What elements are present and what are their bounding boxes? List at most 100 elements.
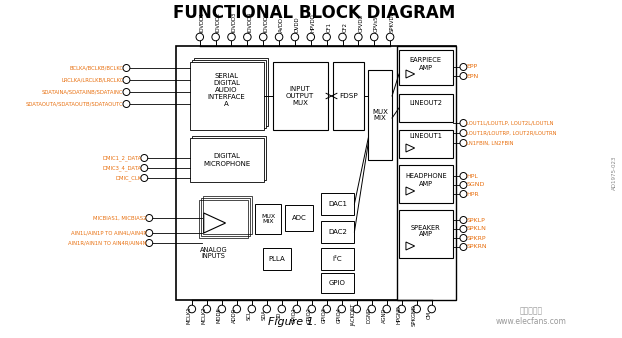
- Bar: [399, 50, 453, 85]
- Bar: [321, 221, 355, 243]
- Text: PLLA: PLLA: [269, 256, 285, 262]
- Bar: [321, 273, 355, 293]
- Text: ANALOG
INPUTS: ANALOG INPUTS: [200, 246, 228, 260]
- Circle shape: [291, 33, 299, 41]
- Text: FUNCTIONAL BLOCK DIAGRAM: FUNCTIONAL BLOCK DIAGRAM: [173, 4, 455, 22]
- Circle shape: [188, 305, 196, 313]
- Circle shape: [413, 305, 420, 313]
- Circle shape: [383, 305, 391, 313]
- Circle shape: [146, 230, 153, 237]
- Circle shape: [460, 129, 467, 137]
- Circle shape: [308, 305, 315, 313]
- Circle shape: [228, 33, 235, 41]
- Text: DMIC_CLK: DMIC_CLK: [115, 175, 141, 181]
- Text: MUX
MIX: MUX MIX: [261, 214, 275, 224]
- Circle shape: [123, 65, 130, 72]
- Circle shape: [323, 305, 330, 313]
- Circle shape: [428, 305, 435, 313]
- Circle shape: [339, 33, 346, 41]
- Circle shape: [146, 240, 153, 246]
- Text: MCLK2: MCLK2: [202, 306, 207, 324]
- Circle shape: [196, 33, 203, 41]
- Text: DGND: DGND: [367, 307, 372, 323]
- Text: IOVDD1: IOVDD1: [200, 11, 205, 32]
- Text: LN1FBIN, LN2FBIN: LN1FBIN, LN2FBIN: [466, 141, 514, 145]
- Text: GPIO1: GPIO1: [292, 307, 297, 323]
- Circle shape: [460, 243, 467, 250]
- Text: AVDD: AVDD: [279, 17, 284, 32]
- Text: CF1: CF1: [327, 22, 332, 32]
- Circle shape: [460, 72, 467, 79]
- Circle shape: [276, 33, 283, 41]
- Circle shape: [338, 305, 346, 313]
- Text: LOUT1R/LOUTRP, LOUT2R/LOUTRN: LOUT1R/LOUTRP, LOUT2R/LOUTRN: [466, 130, 557, 136]
- Circle shape: [203, 305, 211, 313]
- Bar: [399, 165, 453, 203]
- Bar: [368, 70, 392, 160]
- Circle shape: [244, 33, 251, 41]
- Text: EPP: EPP: [466, 65, 478, 70]
- Text: DAC1: DAC1: [328, 201, 347, 207]
- Text: DIGITAL
MICROPHONE: DIGITAL MICROPHONE: [203, 153, 250, 167]
- Circle shape: [460, 235, 467, 241]
- Text: AD1975-023: AD1975-023: [611, 156, 616, 190]
- Circle shape: [353, 305, 361, 313]
- Text: JACKDET: JACKDET: [352, 304, 357, 326]
- Bar: [321, 248, 355, 270]
- Circle shape: [123, 100, 130, 107]
- Circle shape: [218, 305, 226, 313]
- Text: HEADPHONE
AMP: HEADPHONE AMP: [405, 173, 447, 187]
- Circle shape: [355, 33, 362, 41]
- Text: GPIO2: GPIO2: [307, 307, 312, 323]
- Text: IOVDD3: IOVDD3: [231, 12, 236, 32]
- Text: LRCLKA/LRCLKB/LRCLKC: LRCLKA/LRCLKB/LRCLKC: [61, 77, 124, 82]
- Bar: [255, 204, 281, 234]
- Circle shape: [146, 215, 153, 221]
- Text: SPKRP: SPKRP: [466, 236, 486, 241]
- Text: DVDD: DVDD: [295, 17, 300, 32]
- Text: EPN: EPN: [466, 73, 479, 78]
- Circle shape: [233, 305, 241, 313]
- Bar: [190, 138, 264, 182]
- Circle shape: [293, 305, 300, 313]
- Text: AIN1L/AIN1P TO AIN4L/AIN4P: AIN1L/AIN1P TO AIN4L/AIN4P: [71, 231, 146, 236]
- Text: Figure 1.: Figure 1.: [268, 317, 318, 327]
- Text: IOVDD5: IOVDD5: [263, 11, 268, 32]
- Text: HPVDD: HPVDD: [311, 14, 316, 32]
- Circle shape: [278, 305, 285, 313]
- Circle shape: [141, 165, 148, 171]
- Text: LINEOUT1: LINEOUT1: [409, 133, 442, 139]
- Bar: [194, 58, 268, 126]
- Bar: [273, 62, 328, 130]
- Bar: [399, 94, 453, 122]
- Text: DMIC3_4_DATA: DMIC3_4_DATA: [102, 165, 141, 171]
- Text: ADC: ADC: [292, 215, 306, 221]
- Bar: [399, 210, 453, 258]
- Text: MUX
MIX: MUX MIX: [372, 108, 388, 121]
- Bar: [397, 46, 457, 300]
- Text: HPR: HPR: [466, 192, 479, 196]
- Bar: [192, 60, 266, 128]
- Bar: [333, 62, 364, 130]
- Circle shape: [460, 140, 467, 146]
- Text: SDATAOUTA/SDATAOUTB/SDATAOUTC: SDATAOUTA/SDATAOUTB/SDATAOUTC: [26, 101, 124, 106]
- Circle shape: [123, 76, 130, 83]
- Circle shape: [368, 305, 376, 313]
- Bar: [399, 130, 453, 158]
- Circle shape: [371, 33, 378, 41]
- Text: SCL: SCL: [247, 310, 252, 320]
- Text: DAC2: DAC2: [328, 229, 347, 235]
- Circle shape: [248, 305, 256, 313]
- Text: SDATAINA/SDATAINB/SDATAINC: SDATAINA/SDATAINB/SDATAINC: [42, 90, 124, 95]
- Circle shape: [323, 33, 330, 41]
- Circle shape: [212, 33, 220, 41]
- Circle shape: [141, 154, 148, 162]
- Text: EARPIECE
AMP: EARPIECE AMP: [410, 57, 442, 71]
- Text: MCLK1: MCLK1: [187, 306, 192, 324]
- Bar: [263, 248, 291, 270]
- Text: FDSP: FDSP: [339, 93, 358, 99]
- Bar: [192, 136, 266, 180]
- Text: IOVDD2: IOVDD2: [216, 11, 221, 32]
- Text: GPIO3: GPIO3: [322, 307, 327, 323]
- Circle shape: [460, 225, 467, 233]
